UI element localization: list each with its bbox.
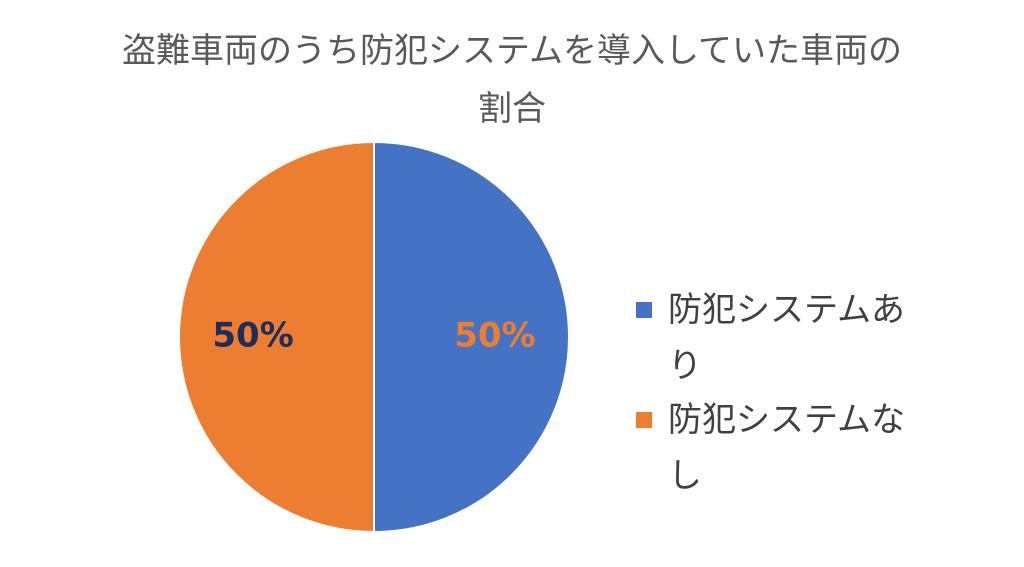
data-label: 50% [454, 316, 535, 356]
legend-item: 防犯システムなし [636, 392, 928, 504]
chart-title: 盗難車両のうち防犯システムを導入していた車両の割合 [122, 31, 902, 129]
legend-swatch [636, 302, 652, 318]
legend-label: 防犯システムあり [668, 290, 905, 386]
pie-slice [178, 140, 375, 534]
legend-swatch [636, 412, 652, 428]
data-label: 50% [212, 316, 293, 356]
legend-label: 防犯システムなし [668, 400, 905, 496]
pie-slice [373, 140, 570, 534]
legend-item: 防犯システムあり [636, 282, 928, 394]
